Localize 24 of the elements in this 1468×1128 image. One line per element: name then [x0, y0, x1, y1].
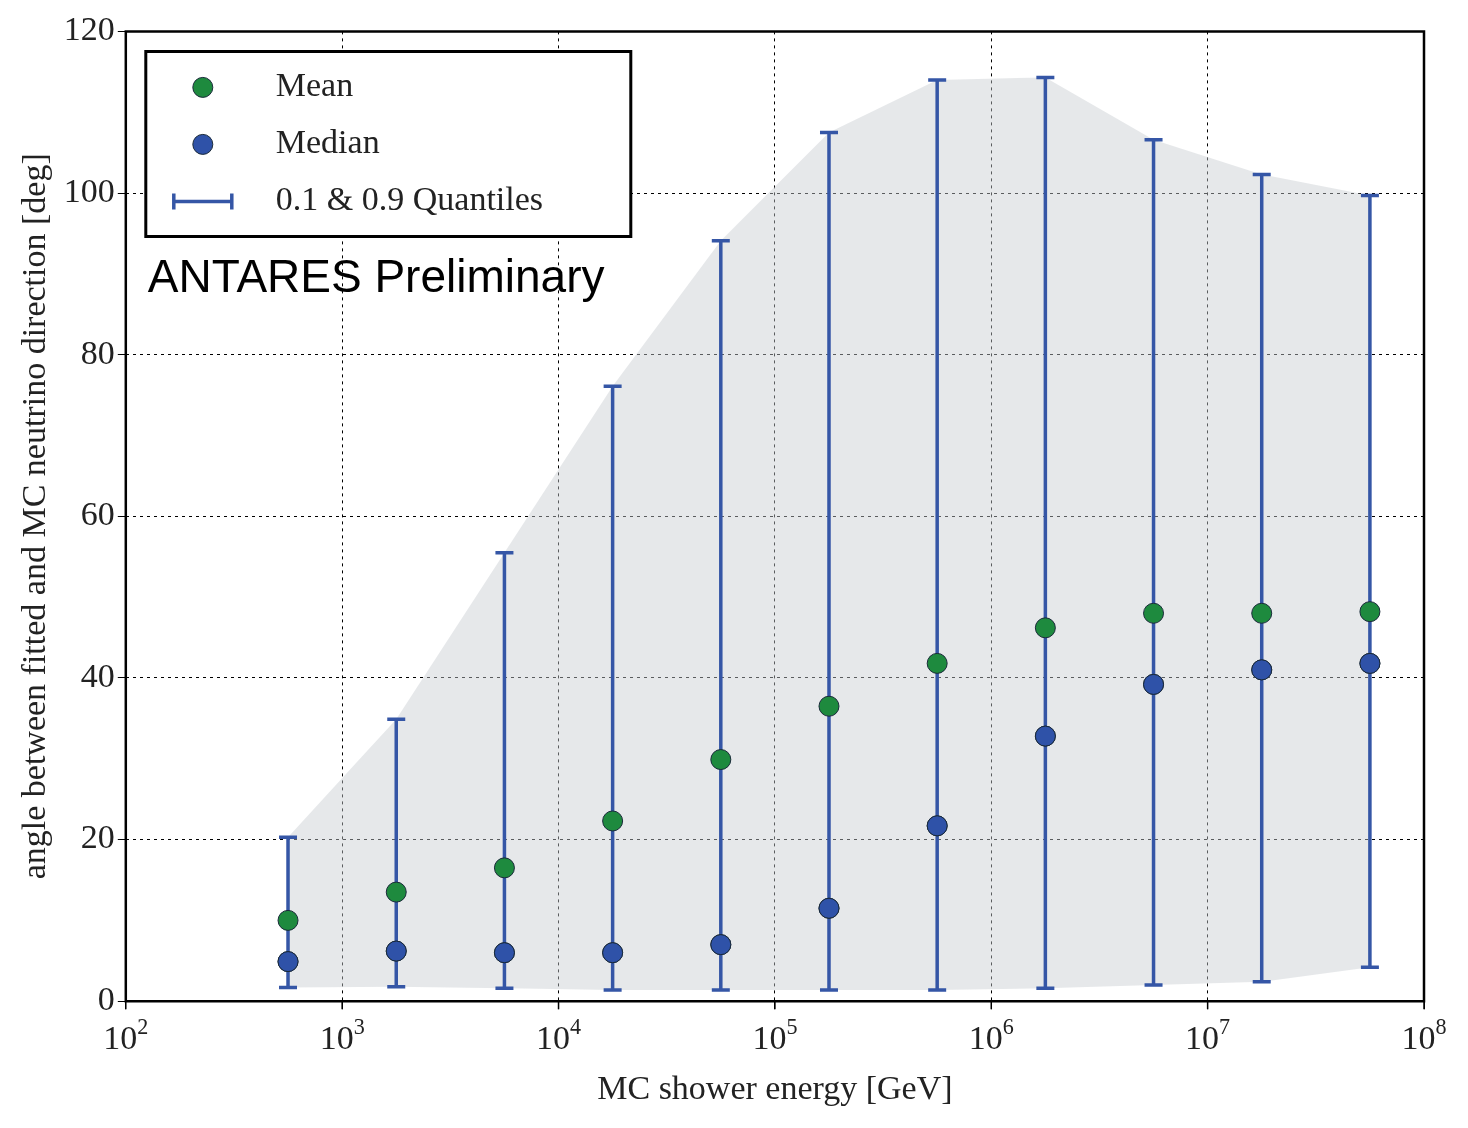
- y-axis-title: angle between fitted and MC neutrino direction [deg]: [15, 153, 53, 880]
- point: [277, 909, 299, 931]
- y-tick-label: 60: [80, 495, 115, 533]
- legend-label: 0.1 & 0.9 Quantiles: [275, 180, 544, 218]
- y-tick-label: 100: [63, 171, 115, 209]
- annotation: ANTARES Preliminary: [147, 250, 605, 303]
- point: [926, 652, 948, 674]
- y-tick-label: 0: [97, 980, 115, 1018]
- point: [493, 857, 515, 879]
- point: [1034, 617, 1056, 639]
- y-tick-label: 20: [80, 818, 115, 856]
- point: [818, 695, 840, 717]
- point: [1143, 602, 1165, 624]
- point: [385, 881, 407, 903]
- y-tick-label: 80: [80, 333, 115, 371]
- y-tick-label: 40: [80, 656, 115, 694]
- point: [1359, 601, 1381, 623]
- point: [602, 810, 624, 832]
- point: [710, 749, 732, 771]
- legend-label: Mean: [275, 66, 354, 104]
- point: [1251, 602, 1273, 624]
- legend-label: Median: [275, 123, 380, 161]
- x-axis-title: MC shower energy [GeV]: [597, 1068, 953, 1106]
- y-tick-label: 120: [63, 10, 115, 48]
